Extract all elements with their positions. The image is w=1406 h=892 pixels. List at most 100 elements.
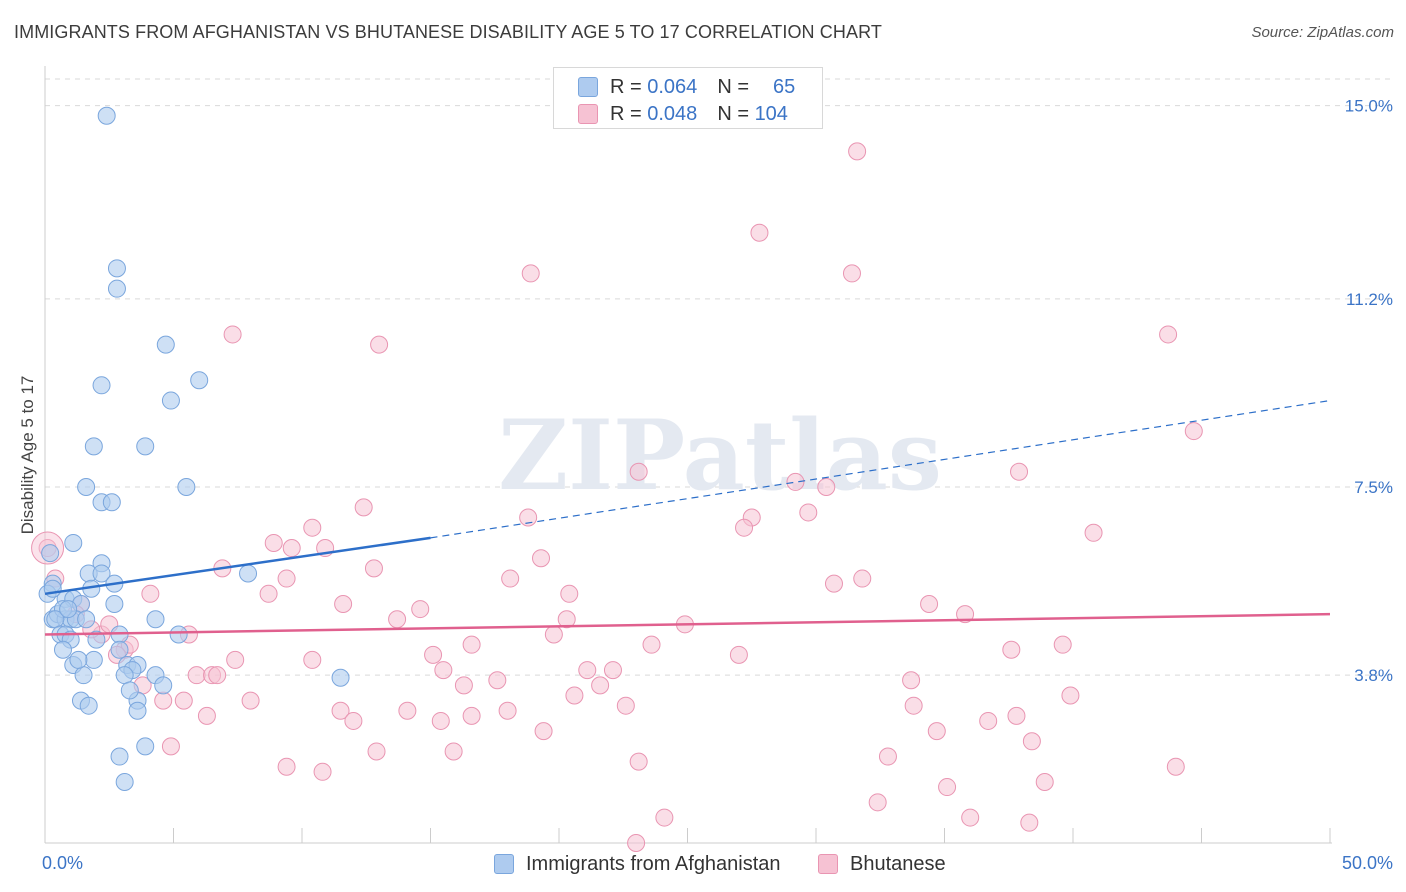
afghanistan-point — [87, 630, 106, 649]
bhutanese-point — [462, 635, 481, 654]
afghanistan-points — [38, 106, 350, 791]
bhutanese-point — [161, 737, 180, 756]
afghanistan-point — [120, 681, 139, 700]
afghanistan-point — [169, 625, 188, 644]
watermark: ZIPatlas — [498, 399, 942, 512]
bhutanese-point — [411, 600, 430, 619]
bhutanese-point — [521, 264, 540, 283]
afghanistan-point — [177, 478, 196, 497]
y-tick-label: 15.0% — [1345, 97, 1393, 116]
bhutanese-point — [616, 696, 635, 715]
afghanistan-point — [156, 335, 175, 354]
bhutanese-point — [557, 610, 576, 629]
bhutanese-point — [1061, 686, 1080, 705]
pink-swatch — [818, 854, 838, 874]
bhutanese-point — [824, 574, 843, 593]
bhutanese-point — [1035, 772, 1054, 791]
r-value: 0.048 — [647, 102, 698, 125]
n-label: N = — [717, 75, 749, 98]
stats-legend: R = 0.064 N = 65 R = 0.048 N = 104 — [553, 67, 823, 129]
x-tick-label: 0.0% — [42, 853, 83, 873]
legend-label: Immigrants from Afghanistan — [526, 852, 781, 875]
afghanistan-point — [107, 259, 126, 278]
bhutanese-point — [848, 142, 867, 161]
bhutanese-point — [655, 808, 674, 827]
bhutanese-point — [277, 569, 296, 588]
bhutanese-point — [956, 605, 975, 624]
afghanistan-point — [115, 666, 134, 685]
legend-item-bhutanese[interactable]: Bhutanese — [818, 851, 946, 877]
bhutanese-point — [878, 747, 897, 766]
source-label: Source: ZipAtlas.com — [1251, 24, 1394, 41]
afghanistan-point — [59, 600, 78, 619]
bhutanese-point — [398, 701, 417, 720]
afghanistan-point — [105, 594, 124, 613]
axis-labels: 3.8% 7.5% 11.2% 15.0% 0.0% 50.0% — [42, 97, 1393, 873]
bhutanese-point — [519, 508, 538, 527]
blue-swatch — [578, 77, 598, 97]
afghanistan-point — [136, 737, 155, 756]
afghanistan-point — [146, 610, 165, 629]
bhutanese-point — [223, 325, 242, 344]
bhutanese-point — [462, 706, 481, 725]
bhutanese-point — [1020, 813, 1039, 832]
afghanistan-point — [92, 376, 111, 395]
bhutanese-point — [799, 503, 818, 522]
afghanistan-point — [41, 544, 60, 563]
y-tick-label: 3.8% — [1354, 666, 1393, 685]
bhutanese-point — [431, 711, 450, 730]
bhutanese-point — [154, 691, 173, 710]
afghanistan-point — [136, 437, 155, 456]
bhutanese-point — [544, 625, 563, 644]
bhutanese-point — [902, 671, 921, 690]
bhutanese-point — [1002, 640, 1021, 659]
y-axis-label: Disability Age 5 to 17 — [18, 376, 37, 535]
bhutanese-point — [1007, 706, 1026, 725]
bhutanese-point — [904, 696, 923, 715]
bhutanese-point — [565, 686, 584, 705]
afghanistan-point — [84, 650, 103, 669]
bhutanese-point — [920, 594, 939, 613]
bhutanese-point — [1053, 635, 1072, 654]
bhutanese-point — [1010, 462, 1029, 481]
r-label: R = — [610, 102, 642, 125]
bhutanese-point — [370, 335, 389, 354]
chart-title: IMMIGRANTS FROM AFGHANISTAN VS BHUTANESE… — [14, 22, 882, 42]
afghanistan-point — [154, 676, 173, 695]
bhutanese-point — [817, 478, 836, 497]
afghanistan-point — [97, 106, 116, 125]
afghanistan-point — [84, 437, 103, 456]
afghanistan-trend-line — [44, 536, 431, 596]
bhutanese-point — [488, 671, 507, 690]
bhutanese-point — [264, 533, 283, 552]
trend-lines — [44, 399, 1331, 636]
bhutanese-point — [277, 757, 296, 776]
afghanistan-point — [69, 650, 88, 669]
bhutanese-point — [187, 666, 206, 685]
bhutanese-point — [629, 462, 648, 481]
legend-item-afghanistan[interactable]: Immigrants from Afghanistan — [494, 851, 781, 877]
afghanistan-point — [161, 391, 180, 410]
y-tick-label: 11.2% — [1346, 290, 1393, 309]
bhutanese-point — [334, 594, 353, 613]
bhutanese-point — [1159, 325, 1178, 344]
afghanistan-point — [190, 371, 209, 390]
bhutanese-point — [1166, 757, 1185, 776]
bhutanese-point — [578, 661, 597, 680]
x-tick-label: 50.0% — [1342, 853, 1393, 873]
bhutanese-trend-line — [44, 612, 1331, 636]
blue-swatch — [494, 854, 514, 874]
afghanistan-trend-extension — [430, 399, 1331, 539]
bhutanese-point — [434, 661, 453, 680]
bhutanese-point — [532, 549, 551, 568]
bhutanese-point — [786, 472, 805, 491]
bhutanese-point — [938, 778, 957, 797]
n-value: 104 — [754, 102, 788, 125]
bhutanese-point — [454, 676, 473, 695]
bhutanese-point — [498, 701, 517, 720]
bhutanese-point — [1022, 732, 1041, 751]
bhutanese-point — [853, 569, 872, 588]
pink-swatch — [578, 104, 598, 124]
grid-layer — [45, 78, 1390, 676]
afghanistan-point — [53, 640, 72, 659]
